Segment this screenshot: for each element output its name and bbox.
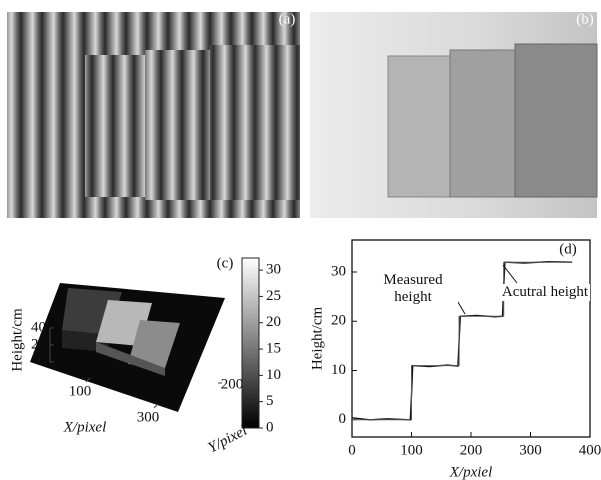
x-tick-label: 300	[519, 442, 542, 458]
step-region	[210, 45, 300, 200]
y-tick-label: 30	[331, 263, 346, 279]
x-tick-label: 100	[400, 442, 423, 458]
y-tick-label: 200	[221, 376, 244, 392]
y-tick-label: 20	[331, 313, 346, 329]
colorbar-tick-label: 25	[266, 288, 281, 304]
step-region	[515, 44, 597, 197]
colorbar	[242, 258, 259, 428]
colorbar-tick-label: 20	[266, 314, 281, 330]
panel-label: (b)	[576, 11, 594, 27]
x-tick-label: 200	[460, 442, 483, 458]
page: (a)(b)02040Height/cm100300X/pixel200Y/pi…	[0, 0, 601, 480]
colorbar-tick-label: 10	[266, 367, 281, 383]
x-tick-label: 300	[137, 409, 160, 425]
z-axis-label: Height/cm	[9, 308, 25, 372]
colorbar-tick-label: 15	[266, 340, 281, 356]
figure: (a)(b)02040Height/cm100300X/pixel200Y/pi…	[0, 0, 601, 480]
panel-label: (d)	[559, 241, 577, 257]
x-tick-label: 0	[348, 442, 356, 458]
y-tick-label: 10	[331, 362, 346, 378]
step-region	[388, 56, 450, 197]
x-tick-label: 100	[69, 383, 92, 399]
annotation: Acutral height	[500, 284, 590, 301]
y-tick-label: 0	[339, 411, 347, 427]
z-tick-label: 0	[39, 353, 47, 369]
colorbar-tick-label: 5	[266, 393, 274, 409]
step-region	[85, 55, 145, 197]
x-axis-label: X/pixel	[63, 419, 106, 435]
colorbar-tick-label: 30	[266, 262, 281, 278]
annotation: Measured height	[368, 272, 458, 306]
plot-frame	[352, 240, 590, 437]
z-tick-label: 20	[31, 336, 46, 352]
panel-label: (a)	[279, 11, 296, 27]
step-region	[145, 50, 210, 200]
y-axis-label: Height/cm	[309, 307, 325, 371]
x-tick-label: 400	[579, 442, 601, 458]
step-region	[450, 50, 515, 197]
panel-label: (c)	[217, 255, 234, 271]
colorbar-tick-label: 0	[266, 419, 274, 435]
z-tick-label: 40	[31, 319, 46, 335]
x-tick	[154, 404, 158, 408]
x-axis-label: X/pxiel	[449, 464, 492, 480]
leader-line	[503, 265, 517, 283]
